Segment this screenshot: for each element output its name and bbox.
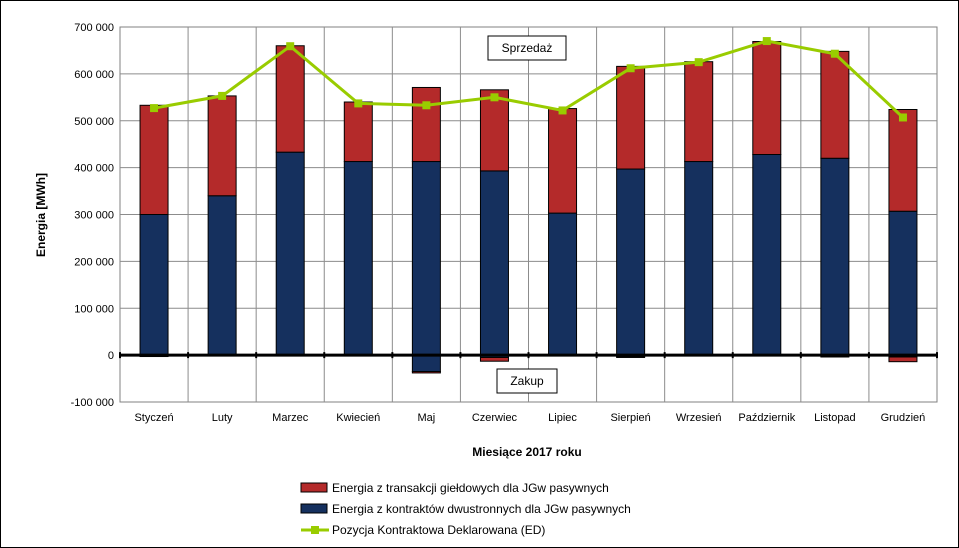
bar-bilateral bbox=[139, 214, 169, 356]
annotation-purchase: Zakup bbox=[496, 368, 558, 394]
ed-point bbox=[490, 93, 499, 102]
bar-exchange bbox=[139, 104, 169, 215]
bar-bilateral bbox=[820, 157, 850, 356]
y-tick-label: 100 000 bbox=[74, 303, 114, 315]
y-tick-label: 200 000 bbox=[74, 256, 114, 268]
bar-exchange bbox=[275, 45, 305, 153]
bar-exchange bbox=[479, 89, 509, 172]
bar-bilateral bbox=[616, 168, 646, 356]
bar-exchange bbox=[888, 109, 918, 212]
bar-bilateral bbox=[888, 210, 918, 356]
bar-exchange-negative bbox=[616, 356, 646, 358]
x-tick-label: Grudzień bbox=[881, 412, 926, 424]
legend-label: Pozycja Kontraktowa Deklarowana (ED) bbox=[332, 523, 545, 537]
bar-exchange bbox=[684, 61, 714, 163]
bar-bilateral-negative bbox=[411, 354, 441, 373]
ed-point bbox=[354, 99, 363, 108]
bar-exchange-negative bbox=[888, 356, 918, 363]
x-tick-label: Luty bbox=[212, 412, 233, 424]
ed-line bbox=[153, 39, 904, 119]
ed-point bbox=[694, 58, 703, 67]
x-axis-tick-labels: Styczeń Luty Marzec Kwiecień Maj Czerwiec Lipi… bbox=[134, 412, 925, 424]
ed-point bbox=[422, 101, 431, 110]
bar-exchange bbox=[343, 101, 373, 163]
annotation-sale-text: Sprzedaż bbox=[502, 41, 553, 55]
ed-point bbox=[286, 42, 295, 51]
legend: Energia z transakcji giełdowych dla JGw … bbox=[300, 481, 631, 537]
ed-point bbox=[150, 104, 159, 113]
x-axis-ticks bbox=[119, 352, 938, 359]
x-tick-label: Kwiecień bbox=[336, 412, 380, 424]
legend-label: Energia z transakcji giełdowych dla JGw … bbox=[332, 481, 609, 495]
legend-swatch bbox=[300, 503, 328, 514]
y-tick-label: 0 bbox=[108, 350, 114, 362]
bar-bilateral bbox=[411, 161, 441, 356]
y-tick-label: 400 000 bbox=[74, 163, 114, 175]
bar-exchange bbox=[548, 108, 578, 214]
ed-point bbox=[558, 106, 567, 115]
bar-exchange bbox=[752, 41, 782, 155]
bar-bilateral bbox=[684, 161, 714, 356]
x-tick-label: Sierpień bbox=[610, 412, 650, 424]
y-tick-label: 600 000 bbox=[74, 69, 114, 81]
legend-swatch bbox=[300, 482, 328, 493]
bar-bilateral bbox=[479, 170, 509, 356]
bar-bilateral bbox=[275, 151, 305, 356]
bar-exchange-negative bbox=[411, 371, 441, 374]
bar-exchange-negative bbox=[479, 356, 509, 362]
annotation-sale: Sprzedaż bbox=[487, 35, 567, 61]
y-axis-tick-labels: -100 000 0 100 000 200 000 300 000 400 000 500… bbox=[71, 22, 114, 409]
x-tick-label: Styczeń bbox=[134, 412, 173, 424]
ed-point bbox=[218, 91, 227, 100]
bar-exchange bbox=[820, 50, 850, 159]
x-tick-label: Czerwiec bbox=[472, 412, 518, 424]
ed-point bbox=[898, 113, 907, 122]
x-tick-label: Marzec bbox=[272, 412, 309, 424]
bar-exchange bbox=[616, 65, 646, 170]
ed-point bbox=[762, 37, 771, 46]
x-tick-label: Lipiec bbox=[548, 412, 577, 424]
bar-bilateral bbox=[548, 212, 578, 356]
legend-label: Energia z kontraktów dwustronnych dla JG… bbox=[332, 502, 631, 516]
annotation-purchase-text: Zakup bbox=[510, 374, 544, 388]
bar-exchange bbox=[207, 95, 237, 197]
x-tick-label: Październik bbox=[738, 412, 795, 424]
y-tick-label: -100 000 bbox=[71, 397, 114, 409]
x-axis-title: Miesiące 2017 roku bbox=[472, 445, 581, 459]
x-tick-label: Listopad bbox=[814, 412, 856, 424]
x-tick-label: Maj bbox=[418, 412, 436, 424]
y-tick-label: 700 000 bbox=[74, 22, 114, 34]
y-axis-title: Energia [MWh] bbox=[34, 173, 48, 257]
legend-marker bbox=[311, 526, 319, 534]
line-series bbox=[150, 37, 907, 122]
bar-exchange bbox=[411, 86, 441, 163]
y-tick-label: 500 000 bbox=[74, 116, 114, 128]
ed-point bbox=[830, 49, 839, 58]
bar-bilateral bbox=[207, 195, 237, 356]
bars bbox=[139, 41, 918, 374]
ed-point bbox=[626, 64, 635, 73]
x-tick-label: Wrzesień bbox=[676, 412, 722, 424]
y-tick-label: 300 000 bbox=[74, 210, 114, 222]
bar-bilateral bbox=[752, 154, 782, 356]
bar-bilateral bbox=[343, 161, 373, 356]
